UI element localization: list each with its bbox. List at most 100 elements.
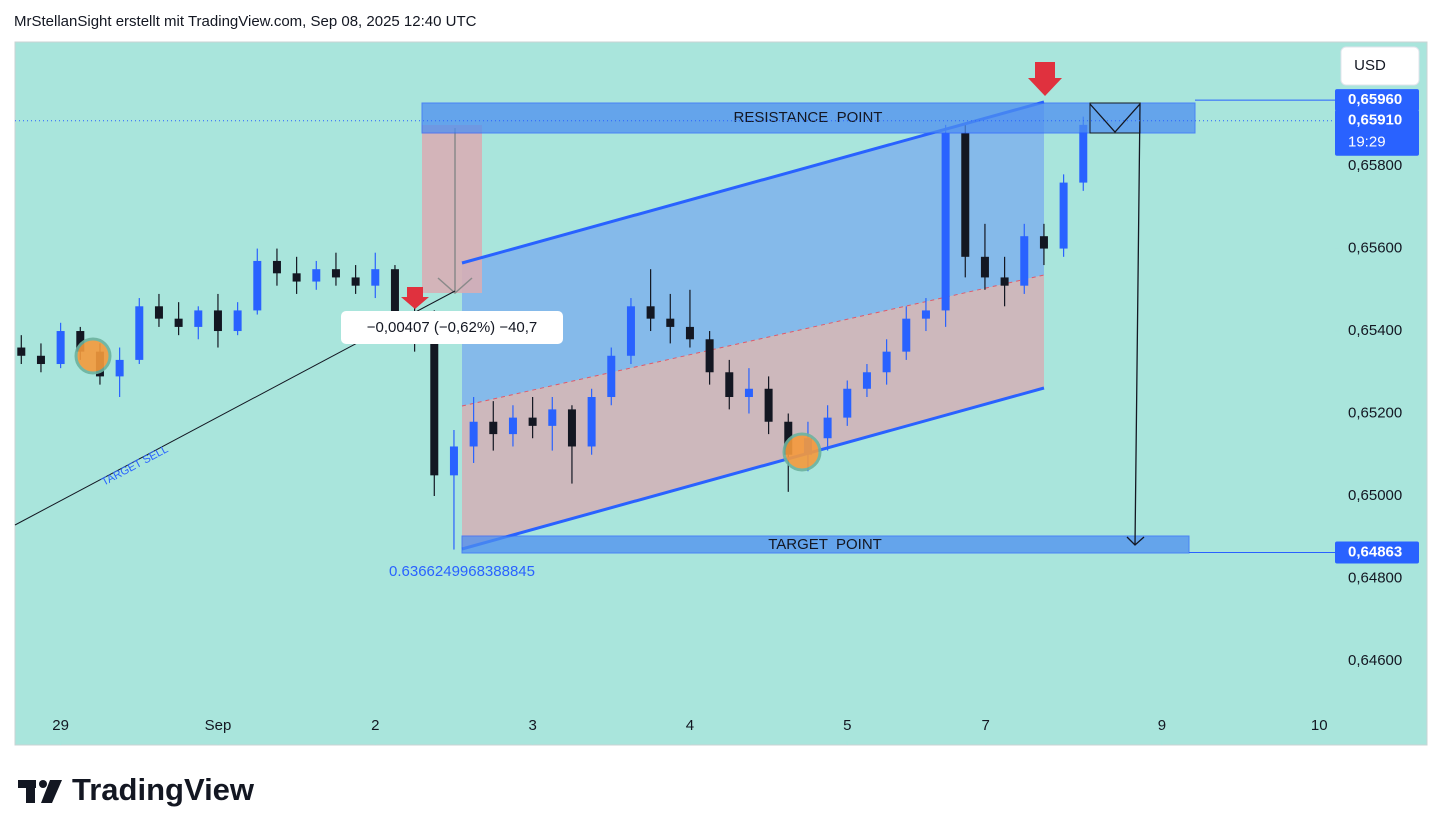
measure-label: −0,00407 (−0,62%) −40,7	[367, 319, 538, 336]
candle-body	[253, 260, 262, 311]
candle-body	[646, 306, 655, 319]
candle-body	[882, 351, 891, 373]
logo	[18, 780, 62, 803]
candle-body	[351, 277, 360, 286]
price-label-box	[1335, 89, 1419, 112]
candle-body	[489, 421, 498, 435]
red-arrow	[401, 287, 429, 309]
candle-body	[469, 421, 478, 447]
candle-body	[56, 331, 65, 365]
candle-body	[1020, 236, 1029, 286]
y-tick-label: 0,65800	[1348, 157, 1402, 174]
candle-body	[36, 355, 45, 365]
path-arrow	[1089, 102, 1141, 546]
channel-bottom	[461, 386, 1045, 551]
x-tick-label: 5	[843, 717, 851, 734]
candle-body	[961, 133, 970, 257]
price-label: 0,65910	[1348, 112, 1402, 129]
candle-body	[941, 133, 950, 311]
candle-body	[1059, 182, 1068, 249]
candle-body	[1000, 277, 1009, 286]
candle-body	[1079, 124, 1088, 183]
channel-lower	[462, 275, 1044, 549]
measure-box	[341, 311, 563, 344]
x-tick-label: 9	[1158, 717, 1166, 734]
candle-body	[607, 355, 616, 398]
candle-body	[902, 318, 911, 352]
price-label-box	[1335, 109, 1419, 156]
candle-body	[705, 339, 714, 373]
x-tick-label: 10	[1311, 717, 1328, 734]
candle-body	[312, 269, 321, 282]
candle-body	[292, 273, 301, 282]
candle-body	[331, 269, 340, 278]
candle-body	[528, 417, 537, 426]
candle-body	[233, 310, 242, 332]
countdown: 19:29	[1348, 134, 1386, 151]
y-tick-label: 0,65000	[1348, 487, 1402, 504]
brand: TradingView	[72, 772, 255, 807]
candle-body	[194, 310, 203, 327]
red-arrow	[1028, 62, 1062, 96]
target-label: TARGET POINT	[768, 536, 882, 553]
y-tick-label: 0,65400	[1348, 322, 1402, 339]
currency: USD	[1354, 57, 1386, 74]
x-tick-label: 29	[52, 717, 69, 734]
candles	[17, 116, 1088, 550]
candle-body	[666, 318, 675, 327]
x-tick-label: 2	[371, 717, 379, 734]
candle-body	[508, 417, 517, 435]
candle-body	[390, 269, 399, 315]
candle-body	[76, 331, 85, 352]
x-tick-label: Sep	[205, 717, 232, 734]
candle-body	[115, 359, 124, 377]
candle-body	[567, 409, 576, 447]
logo-part	[39, 780, 47, 788]
x-tick-label: 3	[528, 717, 536, 734]
y-tick-label: 0,65200	[1348, 404, 1402, 421]
candle-body	[1039, 236, 1048, 249]
candle-body	[764, 388, 773, 422]
header: MrStellanSight erstellt mit TradingView.…	[14, 13, 477, 30]
candle-body	[548, 409, 557, 426]
candle-body	[174, 318, 183, 327]
x-tick-label: 4	[686, 717, 694, 734]
candle-body	[371, 269, 380, 286]
candle-body	[154, 306, 163, 319]
y-tick-label: 0,65600	[1348, 240, 1402, 257]
currency-button[interactable]	[1340, 46, 1420, 86]
target-zone	[461, 535, 1190, 554]
y-tick-label: 0,64600	[1348, 652, 1402, 669]
candle-body	[843, 388, 852, 418]
logo-part	[41, 780, 62, 803]
x-tick-label: 7	[982, 717, 990, 734]
candle-body	[213, 310, 222, 332]
candle-body	[980, 256, 989, 278]
short-box	[422, 125, 482, 293]
y-tick-label: 0,64800	[1348, 569, 1402, 586]
price-label: 0,65960	[1348, 91, 1402, 108]
candle-body	[823, 417, 832, 439]
candle-body	[921, 310, 930, 319]
candle-body	[862, 372, 871, 389]
axes: 0,65800 0,65600 0,65400 0,65200 0,65000 0,648…	[15, 89, 1419, 745]
candle-body	[744, 388, 753, 398]
candle-body	[430, 339, 439, 476]
candle-body	[17, 347, 26, 356]
candle-body	[685, 326, 694, 340]
resistance-label: RESISTANCE POINT	[734, 109, 883, 126]
marker	[74, 337, 112, 375]
candle-body	[587, 397, 596, 447]
resistance-zone	[421, 102, 1196, 134]
path-arrow-head	[1126, 536, 1145, 546]
candle-body	[725, 372, 734, 398]
price-label-box	[1335, 541, 1419, 564]
channel-upper	[462, 102, 1044, 406]
logo-part	[26, 780, 35, 803]
candle-body	[449, 446, 458, 476]
candle-body	[272, 260, 281, 274]
arrow-head	[437, 277, 473, 295]
marker	[782, 432, 822, 472]
candle-body	[626, 306, 635, 356]
